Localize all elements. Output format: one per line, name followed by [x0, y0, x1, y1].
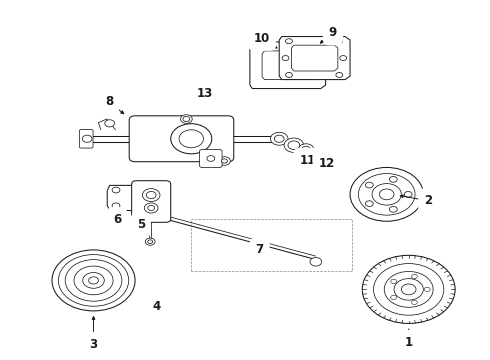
Circle shape	[286, 39, 293, 44]
Circle shape	[379, 189, 394, 200]
Circle shape	[412, 274, 417, 279]
Circle shape	[366, 201, 373, 207]
Circle shape	[65, 260, 122, 301]
Circle shape	[391, 279, 396, 284]
Circle shape	[362, 255, 455, 323]
Circle shape	[384, 271, 433, 307]
Circle shape	[372, 184, 401, 205]
FancyBboxPatch shape	[79, 130, 93, 148]
Circle shape	[221, 159, 227, 163]
Text: 5: 5	[137, 218, 145, 231]
Circle shape	[82, 135, 92, 142]
Circle shape	[74, 266, 113, 295]
Circle shape	[147, 192, 156, 199]
Circle shape	[171, 124, 212, 154]
Circle shape	[148, 206, 155, 211]
Circle shape	[180, 115, 192, 123]
Text: 6: 6	[113, 213, 121, 226]
Circle shape	[207, 156, 215, 161]
Circle shape	[390, 176, 397, 182]
Text: 10: 10	[254, 32, 270, 45]
Polygon shape	[250, 42, 326, 89]
Circle shape	[133, 187, 141, 193]
Circle shape	[112, 187, 120, 193]
Circle shape	[183, 117, 190, 122]
Circle shape	[146, 238, 155, 245]
Circle shape	[298, 144, 314, 155]
Circle shape	[219, 157, 230, 165]
Circle shape	[412, 300, 417, 305]
Text: 11: 11	[299, 154, 316, 167]
FancyBboxPatch shape	[199, 149, 222, 167]
Circle shape	[302, 146, 311, 153]
Circle shape	[286, 72, 293, 77]
Circle shape	[52, 250, 135, 311]
Polygon shape	[279, 37, 350, 80]
Circle shape	[133, 203, 141, 209]
Circle shape	[424, 287, 430, 292]
Text: 8: 8	[105, 95, 113, 108]
Circle shape	[336, 39, 343, 44]
Circle shape	[288, 141, 300, 149]
Text: 3: 3	[90, 338, 98, 351]
Circle shape	[274, 135, 284, 142]
Polygon shape	[262, 51, 314, 80]
Circle shape	[282, 55, 289, 60]
Polygon shape	[107, 185, 144, 211]
Circle shape	[340, 55, 346, 60]
Circle shape	[373, 264, 444, 315]
Text: 9: 9	[329, 27, 337, 40]
FancyBboxPatch shape	[129, 116, 234, 162]
Text: 4: 4	[152, 300, 160, 313]
Circle shape	[148, 240, 153, 243]
Circle shape	[143, 189, 160, 202]
Text: 13: 13	[197, 87, 213, 100]
Text: 2: 2	[424, 194, 432, 207]
Circle shape	[390, 207, 397, 212]
Circle shape	[350, 167, 423, 221]
Circle shape	[310, 257, 322, 266]
Circle shape	[83, 273, 104, 288]
Circle shape	[105, 120, 115, 127]
Circle shape	[270, 132, 288, 145]
Text: 12: 12	[318, 157, 335, 170]
Circle shape	[112, 203, 120, 209]
Circle shape	[366, 182, 373, 188]
Circle shape	[284, 138, 304, 152]
FancyBboxPatch shape	[132, 181, 171, 222]
Circle shape	[401, 284, 416, 295]
Circle shape	[58, 255, 129, 306]
Circle shape	[358, 174, 415, 215]
Circle shape	[89, 277, 98, 284]
Circle shape	[404, 192, 412, 197]
Circle shape	[394, 279, 423, 300]
Circle shape	[156, 211, 170, 221]
Polygon shape	[292, 45, 338, 71]
Text: 7: 7	[256, 243, 264, 256]
Circle shape	[145, 203, 158, 213]
Text: 1: 1	[405, 336, 413, 348]
Circle shape	[179, 130, 203, 148]
Circle shape	[336, 72, 343, 77]
Circle shape	[391, 295, 396, 300]
